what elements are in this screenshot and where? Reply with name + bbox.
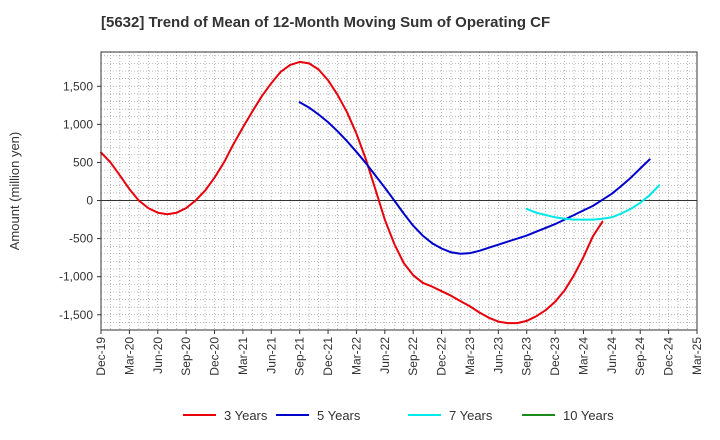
x-axis: Dec-19 Mar-20 Jun-20 Sep-20 Dec-20 Mar-21 Jun-… <box>94 330 704 376</box>
x-tick-label: Sep-20 <box>179 337 193 376</box>
x-tick-label: Jun-20 <box>151 337 165 374</box>
x-tick-label: Mar-24 <box>576 337 590 375</box>
x-tick-label: Dec-22 <box>435 337 449 376</box>
legend-item: 5 Years <box>276 408 361 423</box>
grid <box>101 52 697 330</box>
x-tick-label: Dec-24 <box>662 337 676 376</box>
y-axis: -1,500 -1,000 -500 0 500 1,000 1,500 <box>59 79 101 322</box>
legend-label: 3 Years <box>224 408 268 423</box>
plot-border <box>100 51 698 331</box>
plot-area <box>101 52 697 330</box>
y-axis-title: Amount (million yen) <box>7 132 22 251</box>
series-line-5-years <box>298 101 651 255</box>
x-tick-label: Jun-24 <box>605 337 619 374</box>
x-tick-label: Sep-21 <box>293 337 307 376</box>
series-lines <box>100 60 661 325</box>
x-tick-label: Sep-24 <box>633 337 647 376</box>
legend-item: 10 Years <box>522 408 614 423</box>
y-tick-label: 1,000 <box>63 117 93 131</box>
y-tick-label: -1,500 <box>59 308 93 322</box>
x-tick-label: Sep-23 <box>520 337 534 376</box>
x-tick-label: Jun-21 <box>264 337 278 374</box>
x-tick-label: Mar-21 <box>236 337 250 375</box>
y-tick-label: -1,000 <box>59 270 93 284</box>
legend-label: 7 Years <box>449 408 493 423</box>
y-tick-label: -500 <box>69 232 93 246</box>
series-line-7-years <box>525 184 661 221</box>
legend-label: 10 Years <box>563 408 614 423</box>
x-tick-label: Jun-22 <box>378 337 392 374</box>
x-tick-label: Dec-19 <box>94 337 108 376</box>
x-tick-label: Dec-21 <box>321 337 335 376</box>
legend-label: 5 Years <box>317 408 361 423</box>
legend: 3 Years 5 Years 7 Years 10 Years <box>183 408 614 423</box>
x-tick-label: Jun-23 <box>491 337 505 374</box>
x-tick-label: Mar-23 <box>463 337 477 375</box>
series-line-3-years <box>100 60 604 325</box>
y-tick-label: 0 <box>86 194 93 208</box>
x-tick-label: Dec-20 <box>208 337 222 376</box>
y-tick-label: 500 <box>73 155 93 169</box>
x-tick-label: Mar-22 <box>349 337 363 375</box>
legend-item: 7 Years <box>408 408 493 423</box>
x-tick-label: Mar-20 <box>122 337 136 375</box>
x-tick-label: Dec-23 <box>548 337 562 376</box>
chart-title: [5632] Trend of Mean of 12-Month Moving … <box>101 14 550 31</box>
y-tick-label: 1,500 <box>63 79 93 93</box>
x-tick-label: Sep-22 <box>406 337 420 376</box>
legend-item: 3 Years <box>183 408 268 423</box>
x-tick-label: Mar-25 <box>690 337 704 375</box>
